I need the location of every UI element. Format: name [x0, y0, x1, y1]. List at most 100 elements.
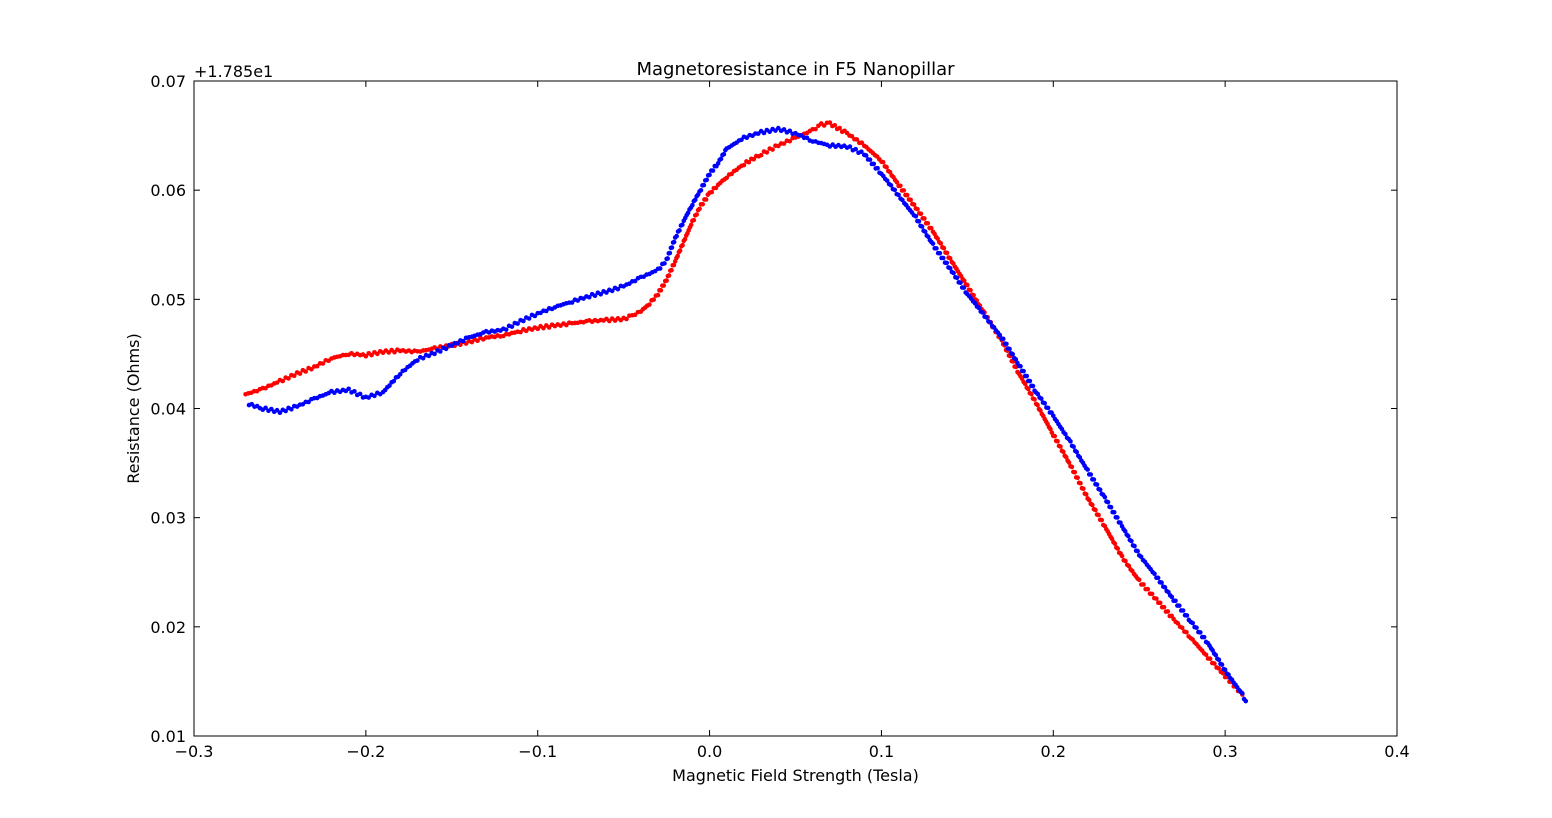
- data-point: [546, 325, 552, 330]
- y-offset-label: +1.785e1: [194, 62, 273, 81]
- data-point: [941, 245, 947, 251]
- data-point: [1075, 475, 1080, 481]
- x-tick-label: 0.4: [1384, 742, 1409, 761]
- data-point: [1000, 336, 1006, 342]
- data-point: [1007, 346, 1012, 352]
- data-point: [651, 297, 657, 302]
- data-point: [1061, 449, 1066, 455]
- data-point: [884, 178, 890, 183]
- data-point: [1085, 467, 1090, 472]
- data-point: [518, 329, 523, 335]
- data-point: [908, 197, 913, 203]
- data-point: [680, 242, 685, 248]
- data-point: [443, 346, 449, 352]
- data-point: [1169, 594, 1175, 600]
- data-point: [291, 373, 297, 378]
- data-point: [1194, 625, 1199, 630]
- data-point: [604, 290, 609, 295]
- data-point: [911, 202, 917, 207]
- data-point: [930, 241, 936, 246]
- data-point: [1025, 386, 1031, 392]
- y-axis-label: Resistance (Ohms): [124, 333, 143, 483]
- data-point: [947, 265, 953, 271]
- data-point: [1216, 657, 1222, 663]
- data-point: [944, 260, 950, 266]
- data-point: [1035, 391, 1041, 397]
- data-point: [904, 192, 910, 198]
- data-point: [397, 371, 403, 377]
- data-point: [1024, 373, 1030, 379]
- data-point: [922, 229, 928, 234]
- data-point: [598, 291, 604, 297]
- data-point: [306, 399, 311, 405]
- data-point: [781, 127, 787, 132]
- data-point: [1058, 444, 1063, 449]
- data-point: [958, 280, 963, 286]
- data-point: [1091, 477, 1097, 482]
- data-point: [1112, 541, 1118, 546]
- data-point: [1074, 449, 1080, 455]
- data-point: [915, 206, 920, 212]
- data-point: [1078, 480, 1083, 486]
- data-point: [854, 137, 860, 142]
- data-point: [968, 287, 973, 293]
- data-point: [947, 255, 953, 261]
- data-point: [1096, 512, 1101, 518]
- data-point: [758, 152, 764, 158]
- data-point: [690, 202, 695, 208]
- data-point: [515, 321, 520, 326]
- data-point: [944, 250, 950, 256]
- data-point: [455, 341, 460, 346]
- data-point: [346, 386, 351, 392]
- data-point: [913, 214, 919, 219]
- data-point: [680, 222, 685, 228]
- data-point: [787, 128, 793, 134]
- data-point: [922, 216, 927, 221]
- data-point: [509, 324, 515, 329]
- data-point: [391, 378, 397, 384]
- data-point: [624, 316, 629, 322]
- data-point: [764, 150, 770, 155]
- data-point: [1099, 517, 1105, 523]
- data-point: [366, 395, 372, 400]
- data-point: [1129, 538, 1134, 544]
- data-point: [1152, 571, 1157, 577]
- data-point: [320, 361, 326, 366]
- data-point: [615, 286, 621, 292]
- data-point: [901, 188, 907, 193]
- data-point: [937, 250, 943, 256]
- data-point: [694, 212, 699, 217]
- data-point: [767, 129, 773, 135]
- data-point: [1052, 433, 1058, 439]
- data-point: [832, 122, 838, 128]
- data-point: [1190, 620, 1195, 626]
- data-point: [888, 182, 894, 188]
- data-point: [674, 233, 679, 239]
- data-point: [669, 245, 675, 250]
- data-point: [976, 305, 982, 311]
- data-point: [697, 206, 702, 212]
- data-point: [1212, 661, 1217, 666]
- x-tick-label: 0.2: [1041, 742, 1066, 761]
- data-point: [1159, 580, 1164, 585]
- data-point: [460, 338, 466, 344]
- data-point: [721, 152, 727, 157]
- data-point: [1198, 630, 1203, 635]
- data-point: [526, 316, 532, 321]
- data-point: [1177, 603, 1182, 608]
- data-point: [847, 144, 853, 149]
- x-tick-label: 0.0: [697, 742, 722, 761]
- data-point: [1222, 667, 1228, 672]
- data-point: [853, 146, 858, 152]
- data-point: [1105, 499, 1111, 505]
- data-point: [971, 293, 976, 298]
- data-point: [1111, 510, 1117, 515]
- data-point: [632, 312, 638, 318]
- data-point: [297, 371, 303, 376]
- data-point: [658, 288, 664, 293]
- data-point: [954, 275, 960, 281]
- data-point: [880, 159, 886, 165]
- data-point: [1063, 454, 1069, 460]
- data-point: [1141, 582, 1146, 587]
- data-point: [1013, 356, 1019, 362]
